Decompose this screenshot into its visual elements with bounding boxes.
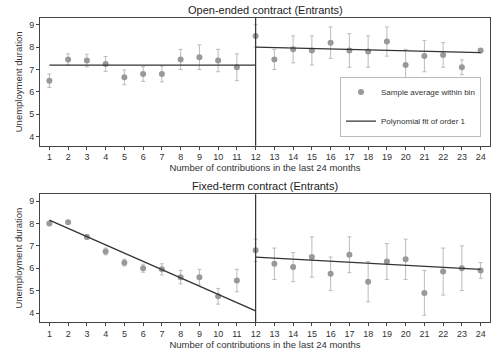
svg-text:20: 20: [401, 152, 411, 162]
svg-text:19: 19: [382, 152, 392, 162]
svg-text:Open-ended contract (Entrants): Open-ended contract (Entrants): [188, 4, 343, 16]
svg-text:20: 20: [401, 329, 411, 339]
svg-text:8: 8: [29, 42, 34, 52]
svg-text:Fixed-term contract (Entrants): Fixed-term contract (Entrants): [192, 180, 338, 192]
svg-text:7: 7: [29, 65, 34, 75]
svg-text:23: 23: [457, 329, 467, 339]
svg-text:10: 10: [213, 329, 223, 339]
svg-text:21: 21: [419, 152, 429, 162]
svg-text:3: 3: [84, 152, 89, 162]
svg-text:8: 8: [178, 329, 183, 339]
svg-text:21: 21: [419, 329, 429, 339]
svg-text:4: 4: [29, 132, 34, 142]
svg-text:18: 18: [363, 329, 373, 339]
svg-text:11: 11: [232, 329, 241, 339]
svg-text:9: 9: [197, 152, 202, 162]
svg-text:Unemployment duration: Unemployment duration: [13, 208, 24, 309]
svg-text:12: 12: [251, 152, 261, 162]
svg-text:7: 7: [159, 152, 164, 162]
svg-text:6: 6: [29, 87, 34, 97]
svg-text:15: 15: [307, 152, 317, 162]
svg-text:Number of contributions in the: Number of contributions in the last 24 m…: [169, 339, 360, 350]
svg-text:9: 9: [29, 196, 34, 206]
svg-text:8: 8: [29, 219, 34, 229]
svg-text:5: 5: [29, 286, 34, 296]
svg-text:6: 6: [141, 329, 146, 339]
svg-text:7: 7: [159, 329, 164, 339]
svg-text:13: 13: [269, 329, 279, 339]
svg-text:18: 18: [363, 152, 373, 162]
svg-text:14: 14: [288, 329, 298, 339]
svg-text:Unemployment duration: Unemployment duration: [13, 31, 24, 132]
svg-text:4: 4: [29, 308, 34, 318]
svg-text:10: 10: [213, 152, 223, 162]
svg-text:1: 1: [47, 152, 52, 162]
svg-text:23: 23: [457, 152, 467, 162]
svg-text:9: 9: [197, 329, 202, 339]
svg-text:13: 13: [269, 152, 279, 162]
svg-text:15: 15: [307, 329, 317, 339]
svg-text:9: 9: [29, 20, 34, 30]
svg-text:11: 11: [232, 152, 241, 162]
svg-text:2: 2: [66, 152, 71, 162]
svg-text:12: 12: [251, 329, 261, 339]
svg-text:22: 22: [438, 152, 448, 162]
svg-text:5: 5: [122, 329, 127, 339]
svg-text:4: 4: [103, 329, 108, 339]
svg-text:24: 24: [476, 329, 486, 339]
svg-text:24: 24: [476, 152, 486, 162]
svg-text:5: 5: [122, 152, 127, 162]
svg-text:2: 2: [66, 329, 71, 339]
svg-text:19: 19: [382, 329, 392, 339]
svg-text:Sample average within bin: Sample average within bin: [381, 88, 475, 97]
svg-text:4: 4: [103, 152, 108, 162]
svg-text:Number of contributions in the: Number of contributions in the last 24 m…: [169, 162, 360, 173]
svg-text:6: 6: [29, 263, 34, 273]
svg-text:3: 3: [84, 329, 89, 339]
svg-text:16: 16: [326, 152, 336, 162]
svg-text:1: 1: [47, 329, 52, 339]
svg-text:16: 16: [326, 329, 336, 339]
svg-text:7: 7: [29, 241, 34, 251]
svg-text:22: 22: [438, 329, 448, 339]
svg-text:5: 5: [29, 109, 34, 119]
svg-text:17: 17: [344, 329, 354, 339]
svg-text:17: 17: [344, 152, 354, 162]
svg-text:Polynomial fit of order 1: Polynomial fit of order 1: [381, 117, 466, 126]
svg-text:6: 6: [141, 152, 146, 162]
svg-text:8: 8: [178, 152, 183, 162]
svg-text:14: 14: [288, 152, 298, 162]
